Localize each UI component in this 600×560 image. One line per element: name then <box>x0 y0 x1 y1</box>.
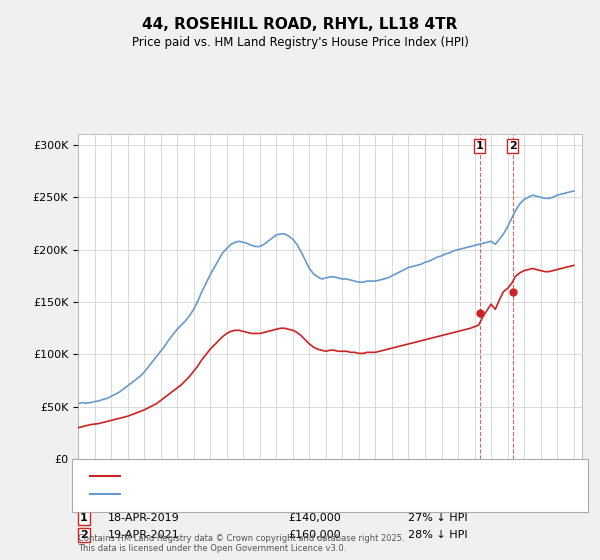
Text: Price paid vs. HM Land Registry's House Price Index (HPI): Price paid vs. HM Land Registry's House … <box>131 36 469 49</box>
Text: 1: 1 <box>476 141 484 151</box>
Text: 44, ROSEHILL ROAD, RHYL, LL18 4TR (detached house): 44, ROSEHILL ROAD, RHYL, LL18 4TR (detac… <box>126 471 413 481</box>
Text: 2: 2 <box>80 530 88 540</box>
Text: 2: 2 <box>509 141 517 151</box>
Text: £160,000: £160,000 <box>288 530 341 540</box>
Text: 18-APR-2019: 18-APR-2019 <box>108 513 180 523</box>
Text: 1: 1 <box>80 513 88 523</box>
Text: 44, ROSEHILL ROAD, RHYL, LL18 4TR: 44, ROSEHILL ROAD, RHYL, LL18 4TR <box>142 17 458 32</box>
Text: 27% ↓ HPI: 27% ↓ HPI <box>408 513 467 523</box>
Text: Contains HM Land Registry data © Crown copyright and database right 2025.
This d: Contains HM Land Registry data © Crown c… <box>78 534 404 553</box>
Text: 19-APR-2021: 19-APR-2021 <box>108 530 180 540</box>
Text: 28% ↓ HPI: 28% ↓ HPI <box>408 530 467 540</box>
Text: £140,000: £140,000 <box>288 513 341 523</box>
Text: HPI: Average price, detached house, Denbighshire: HPI: Average price, detached house, Denb… <box>126 489 388 500</box>
